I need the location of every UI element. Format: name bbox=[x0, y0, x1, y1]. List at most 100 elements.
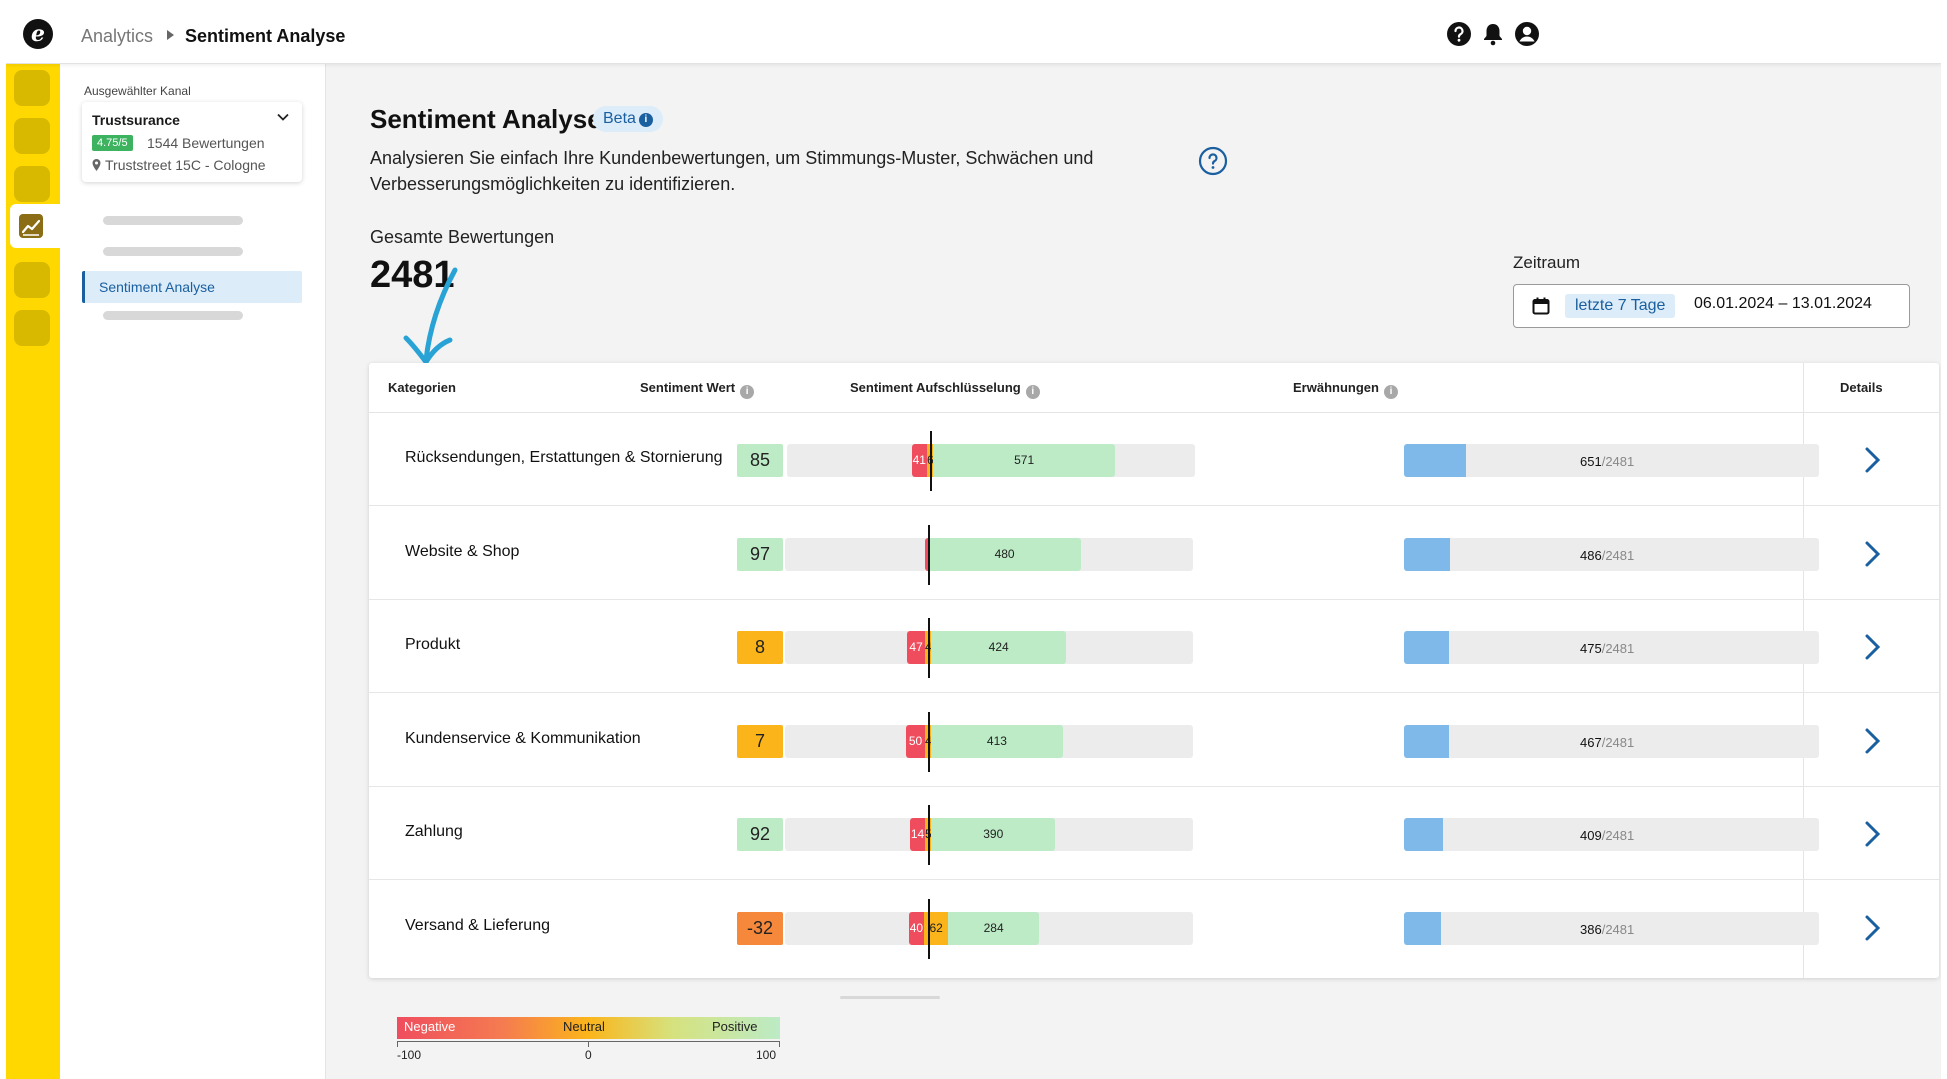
legend-neutral-label: Neutral bbox=[563, 1019, 605, 1034]
rail-nav-item[interactable] bbox=[14, 166, 50, 202]
positive-segment[interactable]: 424 bbox=[931, 631, 1067, 664]
table-row[interactable]: Rücksendungen, Erstattungen & Stornierun… bbox=[369, 413, 1939, 506]
app-logo-icon[interactable]: e bbox=[23, 19, 53, 49]
mentions-bar: 467/2481 bbox=[1404, 724, 1819, 758]
table-row[interactable]: Produkt 8474424 475/2481 bbox=[369, 600, 1939, 693]
page-description: Analysieren Sie einfach Ihre Kundenbewer… bbox=[370, 148, 1094, 194]
period-date-range: 06.01.2024 – 13.01.2024 bbox=[1694, 295, 1872, 312]
mentions-fill bbox=[1404, 444, 1467, 477]
rail-nav-item[interactable] bbox=[14, 70, 50, 106]
table-row[interactable]: Kundenservice & Kommunikation 7504413 467/… bbox=[369, 694, 1939, 787]
breadcrumb-analytics[interactable]: Analytics bbox=[81, 26, 154, 46]
legend-mid-label: 0 bbox=[585, 1048, 592, 1062]
mentions-value: 475 bbox=[1580, 641, 1602, 656]
mentions-count: 467/2481 bbox=[1580, 735, 1634, 750]
category-name: Versand & Lieferung bbox=[405, 916, 550, 934]
sentiment-score-badge: 7 bbox=[737, 724, 783, 758]
table-row[interactable]: Zahlung 92145390 409/2481 bbox=[369, 787, 1939, 880]
app-rail bbox=[6, 64, 60, 1079]
chevron-right-icon[interactable] bbox=[1859, 539, 1885, 569]
column-header-breakdown: Sentiment Aufschlüsselung i bbox=[850, 380, 1040, 399]
notification-bell-icon[interactable] bbox=[1480, 21, 1506, 47]
rail-nav-item-analytics[interactable] bbox=[10, 204, 60, 248]
channel-name: Trustsurance bbox=[92, 112, 180, 128]
positive-segment[interactable]: 571 bbox=[933, 444, 1116, 477]
mentions-value: 486 bbox=[1580, 547, 1602, 563]
legend-tick bbox=[588, 1041, 589, 1047]
secondary-sidebar: Ausgewählter Kanal Trustsurance 4.75/5 1… bbox=[60, 64, 326, 1079]
positive-segment[interactable]: 390 bbox=[931, 818, 1056, 851]
horizontal-scrollbar[interactable] bbox=[840, 996, 940, 999]
category-name: Rücksendungen, Erstattungen & Stornierun… bbox=[405, 449, 723, 466]
negative-segment[interactable]: 47 bbox=[907, 631, 925, 664]
nav-item-placeholder[interactable] bbox=[103, 247, 243, 256]
positive-segment[interactable]: 413 bbox=[931, 724, 1063, 758]
beta-badge[interactable]: Beta i bbox=[593, 106, 663, 132]
sentiment-score-badge: 97 bbox=[737, 537, 783, 571]
sentiment-score-badge: 85 bbox=[737, 444, 783, 477]
channel-address: Truststreet 15C - Cologne bbox=[92, 157, 266, 173]
sentiment-breakdown-bar: 480 bbox=[785, 537, 1193, 571]
sentiment-score-badge: 92 bbox=[737, 818, 783, 851]
sentiment-score-badge: 8 bbox=[737, 631, 783, 664]
rail-nav-item[interactable] bbox=[14, 310, 50, 346]
mentions-value: 467 bbox=[1580, 734, 1602, 750]
positive-segment[interactable]: 480 bbox=[928, 537, 1082, 571]
breadcrumb-separator-icon bbox=[167, 30, 174, 40]
table-row[interactable]: Versand & Lieferung -32 40 62 284 386/2481 bbox=[369, 881, 1939, 974]
positive-segment[interactable]: 284 bbox=[948, 911, 1039, 945]
zero-marker-line bbox=[928, 898, 930, 959]
legend-positive-label: Positive bbox=[712, 1019, 758, 1034]
info-icon[interactable]: i bbox=[1025, 385, 1040, 399]
sentiment-breakdown-bar: 504413 bbox=[785, 724, 1193, 758]
total-reviews-value: 2481 bbox=[370, 254, 455, 296]
negative-segment[interactable]: 40 bbox=[908, 911, 924, 945]
rail-nav-item[interactable] bbox=[14, 118, 50, 154]
chevron-right-icon[interactable] bbox=[1859, 632, 1885, 662]
date-range-picker[interactable]: letzte 7 Tage 06.01.2024 – 13.01.2024 bbox=[1513, 284, 1910, 328]
negative-segment[interactable]: 41 bbox=[911, 444, 927, 477]
mentions-count: 409/2481 bbox=[1580, 828, 1634, 843]
nav-item-placeholder[interactable] bbox=[103, 216, 243, 225]
zero-marker-line bbox=[928, 711, 930, 772]
legend-min-label: -100 bbox=[397, 1048, 422, 1062]
help-icon[interactable] bbox=[1446, 21, 1472, 47]
nav-item-placeholder[interactable] bbox=[103, 311, 243, 320]
column-header-mentions: Erwähnungen i bbox=[1293, 380, 1398, 399]
zero-marker-line bbox=[928, 524, 930, 585]
negative-segment[interactable]: 14 bbox=[910, 818, 925, 851]
mentions-bar: 409/2481 bbox=[1404, 818, 1819, 851]
chevron-down-icon[interactable] bbox=[276, 110, 290, 124]
help-circle-icon[interactable] bbox=[1198, 146, 1228, 176]
negative-segment[interactable] bbox=[925, 537, 928, 571]
sentiment-score-badge: -32 bbox=[737, 911, 783, 945]
total-reviews-label: Gesamte Bewertungen bbox=[370, 227, 555, 247]
info-icon[interactable]: i bbox=[1383, 385, 1398, 399]
nav-item-sentiment-analyse[interactable]: Sentiment Analyse bbox=[82, 271, 302, 303]
app-frame: e Analytics Sentiment Analyse bbox=[6, 4, 1941, 1079]
info-icon[interactable]: i bbox=[740, 385, 755, 399]
column-header-breakdown-label: Sentiment Aufschlüsselung bbox=[850, 380, 1021, 395]
table-row[interactable]: Website & Shop 97 480 486/2481 bbox=[369, 507, 1939, 600]
rail-nav-item[interactable] bbox=[14, 262, 50, 298]
mentions-value: 651 bbox=[1580, 454, 1602, 469]
sentiment-breakdown-bar: 145390 bbox=[785, 818, 1193, 851]
column-header-details: Details bbox=[1840, 380, 1883, 395]
category-name: Kundenservice & Kommunikation bbox=[405, 729, 641, 747]
period-preset-chip[interactable]: letzte 7 Tage bbox=[1565, 294, 1676, 318]
hand-drawn-arrow-icon bbox=[403, 267, 458, 365]
column-header-score: Sentiment Wert i bbox=[640, 380, 755, 399]
legend-max-label: 100 bbox=[756, 1048, 777, 1062]
period-label: Zeitraum bbox=[1513, 253, 1581, 272]
negative-segment[interactable]: 50 bbox=[906, 724, 925, 758]
chevron-right-icon[interactable] bbox=[1859, 726, 1885, 756]
mentions-total: /2481 bbox=[1601, 454, 1635, 469]
mentions-count: 486/2481 bbox=[1580, 548, 1634, 563]
calendar-icon bbox=[1532, 297, 1550, 315]
chevron-right-icon[interactable] bbox=[1859, 913, 1885, 943]
chevron-right-icon[interactable] bbox=[1859, 445, 1885, 475]
channel-selector[interactable]: Trustsurance 4.75/5 1544 Bewertungen Tru… bbox=[82, 102, 302, 182]
user-account-icon[interactable] bbox=[1514, 21, 1540, 47]
sentiment-breakdown-bar: 416571 bbox=[787, 444, 1195, 477]
chevron-right-icon[interactable] bbox=[1859, 819, 1885, 849]
